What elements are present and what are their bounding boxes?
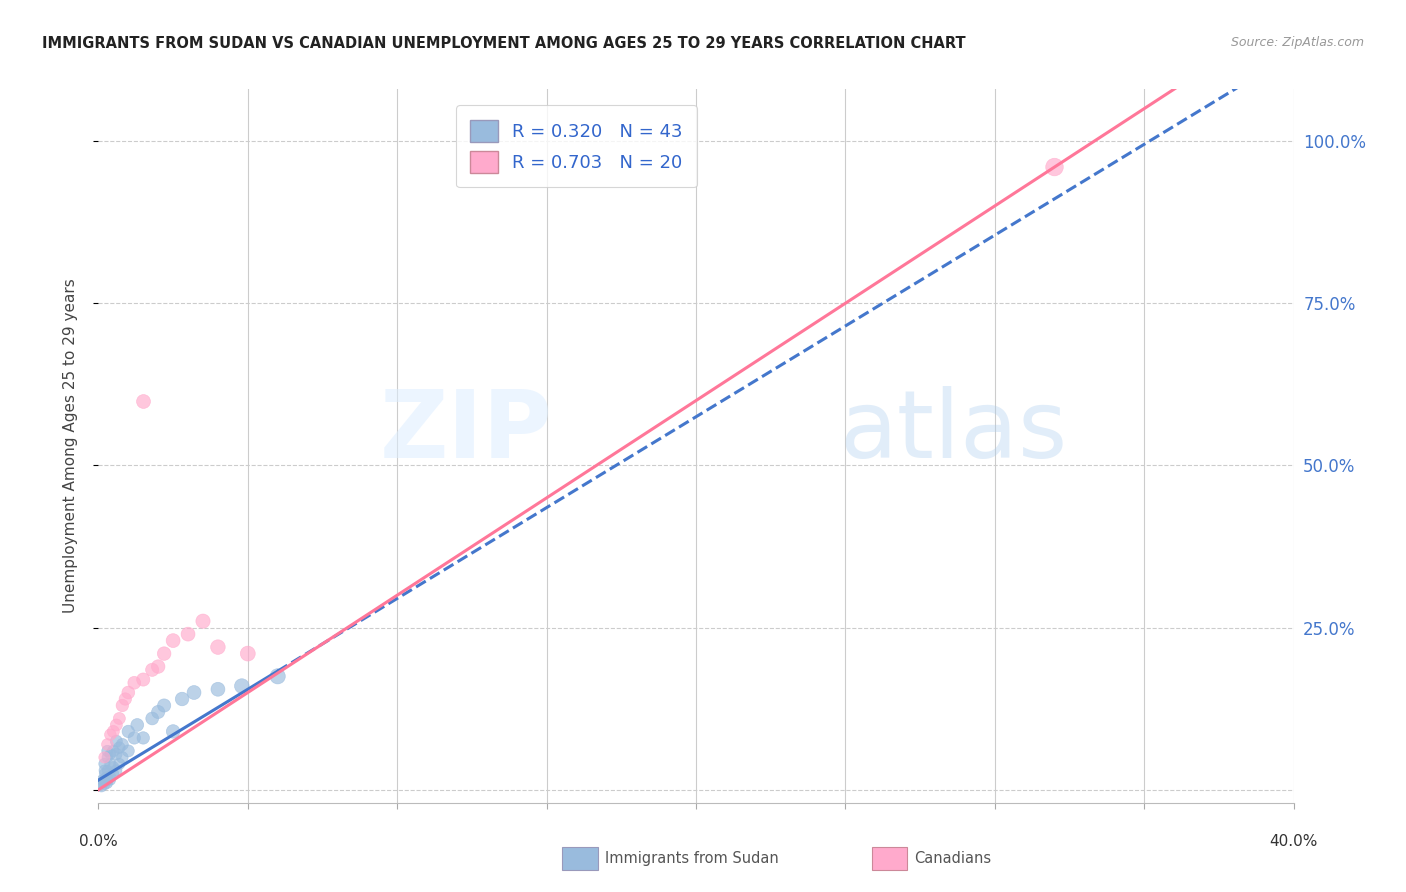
Point: [105, 718, 128, 732]
Text: IMMIGRANTS FROM SUDAN VS CANADIAN UNEMPLOYMENT AMONG AGES 25 TO 29 YEARS CORRELA: IMMIGRANTS FROM SUDAN VS CANADIAN UNEMPL…: [42, 36, 966, 51]
Point: [105, 734, 128, 748]
Text: Canadians: Canadians: [914, 851, 991, 865]
Point: [93, 764, 115, 778]
Point: [111, 738, 134, 752]
Point: [141, 711, 163, 725]
Point: [117, 685, 139, 699]
Point: [124, 675, 146, 690]
Point: [96, 744, 118, 758]
Point: [148, 705, 170, 719]
Point: [117, 724, 139, 739]
Point: [103, 724, 125, 739]
Point: [124, 731, 146, 745]
Legend: R = 0.320   N = 43, R = 0.703   N = 20: R = 0.320 N = 43, R = 0.703 N = 20: [456, 105, 697, 187]
Point: [207, 682, 229, 697]
Point: [267, 669, 290, 683]
Y-axis label: Unemployment Among Ages 25 to 29 years: Unemployment Among Ages 25 to 29 years: [63, 278, 77, 614]
Point: [111, 750, 134, 764]
Point: [105, 764, 128, 778]
Point: [103, 760, 125, 774]
Point: [236, 647, 259, 661]
Point: [100, 770, 122, 784]
Point: [96, 773, 118, 788]
Point: [111, 698, 134, 713]
Text: 40.0%: 40.0%: [1270, 834, 1317, 849]
Text: 0.0%: 0.0%: [79, 834, 118, 849]
Text: atlas: atlas: [839, 385, 1067, 478]
Point: [100, 747, 122, 761]
Text: Source: ZipAtlas.com: Source: ZipAtlas.com: [1230, 36, 1364, 49]
Point: [148, 659, 170, 673]
Point: [93, 750, 115, 764]
Point: [103, 744, 125, 758]
Point: [93, 771, 115, 785]
Point: [162, 633, 184, 648]
Point: [153, 698, 176, 713]
Point: [141, 663, 163, 677]
Point: [108, 711, 131, 725]
Text: Immigrants from Sudan: Immigrants from Sudan: [605, 851, 779, 865]
Text: ZIP: ZIP: [380, 385, 553, 478]
Point: [191, 614, 214, 628]
Point: [93, 778, 115, 792]
Point: [100, 756, 122, 771]
Point: [90, 773, 112, 788]
Point: [108, 740, 131, 755]
Point: [96, 776, 118, 790]
Point: [96, 764, 118, 778]
Point: [132, 673, 155, 687]
Point: [103, 766, 125, 780]
Point: [114, 692, 136, 706]
Point: [207, 640, 229, 654]
Point: [127, 718, 149, 732]
Point: [108, 756, 131, 771]
Point: [96, 738, 118, 752]
Point: [117, 744, 139, 758]
Point: [96, 770, 118, 784]
Point: [183, 685, 205, 699]
Point: [1043, 160, 1066, 174]
Point: [231, 679, 253, 693]
Point: [100, 728, 122, 742]
Point: [90, 780, 112, 794]
Point: [100, 773, 122, 788]
Point: [162, 724, 184, 739]
Point: [93, 775, 115, 789]
Point: [93, 766, 115, 780]
Point: [90, 776, 112, 790]
Point: [153, 647, 176, 661]
Point: [105, 747, 128, 761]
Point: [177, 627, 200, 641]
Point: [93, 756, 115, 771]
Point: [132, 731, 155, 745]
Point: [132, 393, 155, 408]
Point: [172, 692, 194, 706]
Point: [96, 750, 118, 764]
